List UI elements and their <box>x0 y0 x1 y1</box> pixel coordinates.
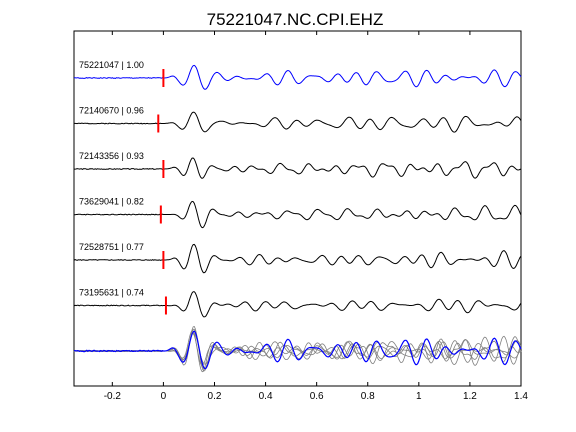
trace-label: 72528751 | 0.77 <box>79 242 144 252</box>
x-tick-label: 0.6 <box>310 391 324 402</box>
x-tick-label: -0.2 <box>104 391 122 402</box>
trace-line <box>74 157 522 179</box>
trace-label: 72140670 | 0.96 <box>79 106 144 116</box>
chart-title: 75221047.NC.CPI.EHZ <box>207 10 384 29</box>
trace-label: 72143356 | 0.93 <box>79 151 144 161</box>
x-tick-label: 1.2 <box>463 391 477 402</box>
trace-line <box>73 243 522 274</box>
x-tick-label: 0.4 <box>259 391 273 402</box>
x-tick-label: 1.4 <box>514 391 528 402</box>
traces-layer: 75221047 | 1.00 72140670 | 0.96 72143356 |… <box>73 60 522 373</box>
x-tick-label: 0 <box>161 391 167 402</box>
trace-line <box>74 111 522 133</box>
trace-label: 75221047 | 1.00 <box>79 60 144 70</box>
trace-label: 73629041 | 0.82 <box>79 197 144 207</box>
trace-line <box>73 291 522 318</box>
trace-line <box>74 64 522 90</box>
x-tick-label: 0.8 <box>361 391 375 402</box>
stack-overlay-line <box>73 328 522 370</box>
plot-area <box>73 30 522 387</box>
stack-master-line <box>73 330 522 370</box>
x-tick-label: 1 <box>416 391 422 402</box>
trace-label: 73195631 | 0.74 <box>79 288 144 298</box>
trace-line <box>73 200 522 229</box>
x-tick-label: 0.2 <box>208 391 222 402</box>
x-axis: -0.2 0 0.2 0.4 0.6 0.8 1 1.2 1.4 <box>104 31 528 402</box>
